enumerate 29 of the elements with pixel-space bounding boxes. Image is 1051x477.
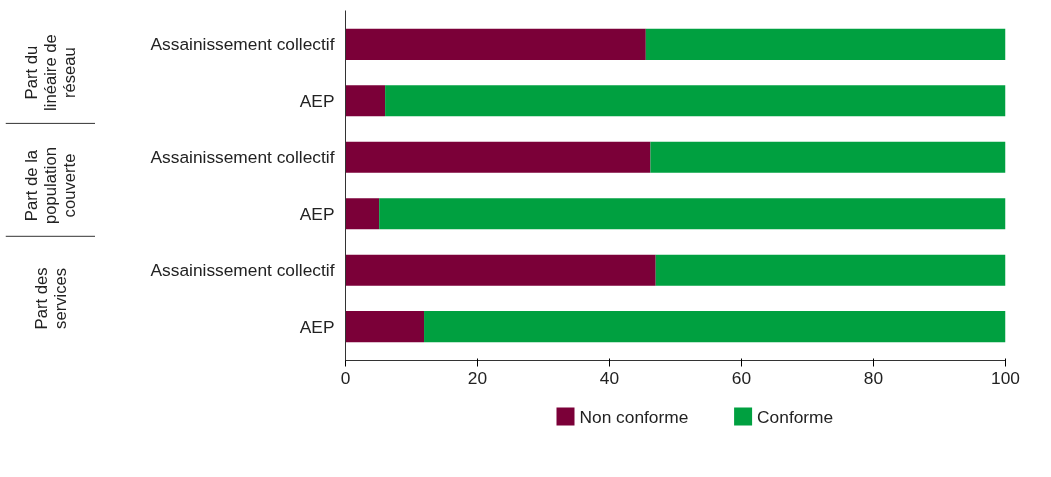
x-tick-label: 60 — [731, 367, 752, 388]
x-tick-label: 0 — [340, 367, 351, 388]
y-tick-label: Assainissement collectif — [150, 34, 335, 55]
bar — [379, 198, 1006, 230]
x-tick-label: 40 — [599, 367, 620, 388]
x-tick-label: 80 — [863, 367, 884, 388]
bar — [345, 85, 386, 117]
y-tick-label: AEP — [299, 316, 335, 337]
y-tick-label: AEP — [299, 90, 335, 111]
bar — [424, 311, 1006, 343]
bar — [345, 198, 380, 230]
bar — [345, 28, 646, 60]
bar — [655, 254, 1006, 286]
bar — [385, 85, 1006, 117]
bar — [345, 141, 651, 173]
bar — [345, 311, 425, 343]
legend-label: Conforme — [757, 406, 834, 427]
y-tick-label: AEP — [299, 203, 335, 224]
bar — [645, 28, 1006, 60]
bar — [650, 141, 1006, 173]
text: Part des services — [31, 267, 70, 330]
legend-label: Non conforme — [579, 406, 689, 427]
x-tick-label: 20 — [467, 367, 488, 388]
y-tick-label: Assainissement collectif — [150, 260, 335, 281]
x-tick-label: 100 — [991, 367, 1020, 388]
y-tick-label: Assainissement collectif — [150, 147, 335, 168]
bar — [345, 254, 656, 286]
text: Part du linéaire de réseau — [22, 34, 79, 112]
text: Part de la population couverte — [22, 147, 79, 224]
